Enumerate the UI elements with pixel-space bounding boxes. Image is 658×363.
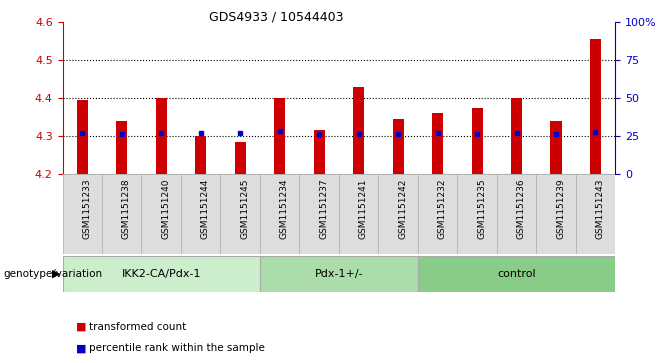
Text: GSM1151243: GSM1151243: [595, 178, 605, 239]
Text: GDS4933 / 10544403: GDS4933 / 10544403: [209, 11, 343, 24]
Bar: [418, 256, 615, 292]
Bar: [472, 107, 482, 174]
Bar: [274, 98, 285, 174]
Text: ■: ■: [76, 322, 86, 332]
Text: GSM1151244: GSM1151244: [201, 178, 210, 238]
Text: ▶: ▶: [52, 269, 61, 279]
Text: percentile rank within the sample: percentile rank within the sample: [89, 343, 265, 354]
Text: GSM1151238: GSM1151238: [122, 178, 131, 239]
Bar: [77, 100, 88, 174]
Bar: [156, 98, 166, 174]
Text: GSM1151235: GSM1151235: [477, 178, 486, 239]
Bar: [314, 130, 324, 174]
Text: control: control: [497, 269, 536, 279]
Text: GSM1151240: GSM1151240: [161, 178, 170, 239]
Text: GSM1151239: GSM1151239: [556, 178, 565, 239]
Bar: [432, 113, 443, 174]
Text: GSM1151242: GSM1151242: [398, 178, 407, 238]
Bar: [511, 98, 522, 174]
Bar: [116, 121, 127, 174]
Bar: [393, 119, 403, 174]
Text: GSM1151234: GSM1151234: [280, 178, 289, 239]
Text: genotype/variation: genotype/variation: [3, 269, 103, 279]
Text: transformed count: transformed count: [89, 322, 186, 332]
Bar: [63, 256, 260, 292]
Text: GSM1151233: GSM1151233: [82, 178, 91, 239]
Bar: [235, 142, 245, 174]
Bar: [590, 39, 601, 174]
Text: GSM1151232: GSM1151232: [438, 178, 447, 239]
Text: GSM1151245: GSM1151245: [240, 178, 249, 239]
Text: GSM1151236: GSM1151236: [517, 178, 526, 239]
Text: GSM1151237: GSM1151237: [319, 178, 328, 239]
Text: Pdx-1+/-: Pdx-1+/-: [315, 269, 363, 279]
Bar: [195, 136, 206, 174]
Bar: [353, 87, 364, 174]
Bar: [260, 256, 418, 292]
Bar: [551, 121, 561, 174]
Text: IKK2-CA/Pdx-1: IKK2-CA/Pdx-1: [122, 269, 201, 279]
Text: ■: ■: [76, 343, 86, 354]
Text: GSM1151241: GSM1151241: [359, 178, 368, 239]
